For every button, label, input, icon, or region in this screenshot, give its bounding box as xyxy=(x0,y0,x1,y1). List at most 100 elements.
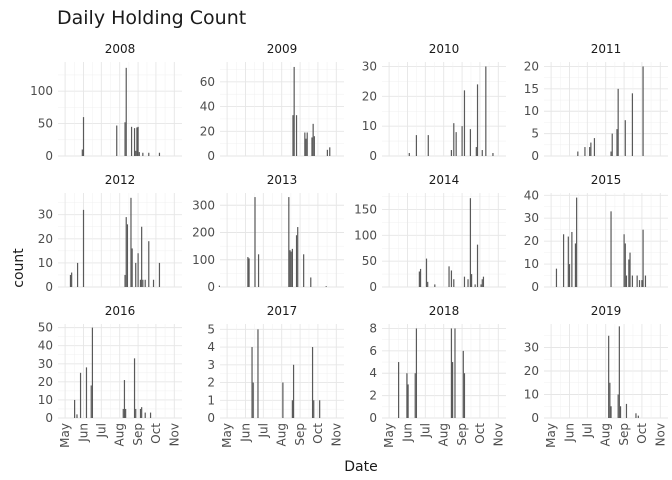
bar xyxy=(282,382,284,418)
y-tick-label: 50 xyxy=(362,254,377,268)
y-tick-label: 20 xyxy=(38,375,53,389)
bar xyxy=(297,227,299,287)
bar xyxy=(148,241,150,287)
bar xyxy=(631,93,634,156)
bar xyxy=(257,254,260,287)
bar xyxy=(434,284,436,287)
y-tick-label: 1 xyxy=(207,393,215,407)
facet-panel-2013: 2013 0 100 200 300 xyxy=(192,173,344,294)
facet-strip-label: 2017 xyxy=(267,304,298,318)
bar xyxy=(481,150,483,156)
bar xyxy=(593,138,596,156)
x-tick-label: Jul xyxy=(580,423,594,438)
bar xyxy=(617,88,619,156)
y-tick-label: 6 xyxy=(369,344,377,358)
facet-panel-2018: 2018 0 2 4 6 8 May Jun Jul Aug Sep Oct Nov xyxy=(369,304,506,448)
facet-panel-2019: 2019 0 10 20 30 May Jun Jul Aug Sep Oct Nov xyxy=(524,304,668,448)
bar xyxy=(248,258,250,287)
bar xyxy=(576,197,578,287)
bar xyxy=(398,362,400,418)
bar xyxy=(425,258,428,287)
bar xyxy=(158,152,161,156)
y-tick-label: 10 xyxy=(524,104,539,118)
bar xyxy=(641,280,643,287)
bar xyxy=(463,373,466,418)
bar xyxy=(610,211,612,287)
facet-strip-label: 2011 xyxy=(591,42,622,56)
y-tick-label: 0 xyxy=(45,411,53,425)
y-tick-label: 0 xyxy=(369,411,377,425)
bar xyxy=(638,280,641,287)
bar xyxy=(419,268,422,287)
bar xyxy=(568,264,571,287)
x-tick-label: Sep xyxy=(131,423,145,446)
x-tick-label: Nov xyxy=(167,423,181,446)
y-tick-label: 150 xyxy=(354,203,377,217)
x-tick-label: Jun xyxy=(401,423,415,443)
x-tick-label: Sep xyxy=(293,423,307,446)
bar xyxy=(589,147,591,156)
bar xyxy=(138,152,140,156)
bar xyxy=(469,129,472,156)
bar xyxy=(76,414,78,418)
y-tick-label: 4 xyxy=(369,366,377,380)
bar xyxy=(133,128,136,156)
bar xyxy=(408,153,410,156)
x-tick-label: Jul xyxy=(94,423,108,438)
bar xyxy=(609,382,611,418)
bar xyxy=(555,268,558,287)
y-tick-label: 0 xyxy=(369,280,377,294)
bar xyxy=(461,126,463,156)
bar xyxy=(619,406,622,418)
bar xyxy=(130,126,133,156)
x-tick-label: Aug xyxy=(437,423,451,446)
bar xyxy=(450,328,453,418)
bar xyxy=(415,135,418,156)
y-tick-label: 0 xyxy=(531,149,539,163)
bar xyxy=(608,335,610,418)
bar xyxy=(311,347,314,418)
bar xyxy=(251,347,253,418)
y-tick-label: 20 xyxy=(362,89,377,103)
bar xyxy=(288,197,290,287)
bar xyxy=(290,251,292,287)
facet-panel-2008: 2008 0 50 100 xyxy=(30,42,182,163)
x-tick-label: Nov xyxy=(491,423,505,446)
x-tick-label: May xyxy=(382,423,396,448)
bar xyxy=(152,279,155,287)
y-tick-label: 100 xyxy=(354,228,377,242)
bar xyxy=(291,248,293,287)
bar xyxy=(125,408,127,418)
bar xyxy=(636,275,638,287)
y-tick-label: 5 xyxy=(207,322,215,336)
bar xyxy=(452,362,454,418)
x-tick-label: Jul xyxy=(418,423,432,438)
bar xyxy=(326,149,328,156)
bar xyxy=(131,248,133,287)
facet-strip-label: 2013 xyxy=(267,173,298,187)
bar xyxy=(139,408,142,418)
bar xyxy=(295,235,298,287)
bar xyxy=(631,275,634,287)
bar xyxy=(577,151,579,156)
bar xyxy=(141,407,143,418)
facet-panel-2011: 2011 0 5 10 15 20 xyxy=(524,42,668,163)
bar xyxy=(325,286,327,287)
x-tick-label: May xyxy=(544,423,558,448)
chart-title: Daily Holding Count xyxy=(57,7,246,29)
bar xyxy=(567,236,569,287)
bar xyxy=(125,67,127,156)
bar xyxy=(254,197,256,287)
y-tick-label: 30 xyxy=(524,211,539,225)
facet-strip-label: 2008 xyxy=(105,42,136,56)
bar xyxy=(574,243,577,287)
bar xyxy=(135,262,137,287)
facet-panel-2017: 2017 0 1 2 3 4 5 May Jun Jul Aug Sep Oct Nov xyxy=(207,304,344,448)
facet-strip-label: 2016 xyxy=(105,304,136,318)
bar xyxy=(329,147,331,156)
bar xyxy=(450,270,453,287)
bar xyxy=(462,350,464,418)
bar xyxy=(455,132,457,156)
bar xyxy=(289,250,291,287)
x-tick-label: Sep xyxy=(617,423,631,446)
